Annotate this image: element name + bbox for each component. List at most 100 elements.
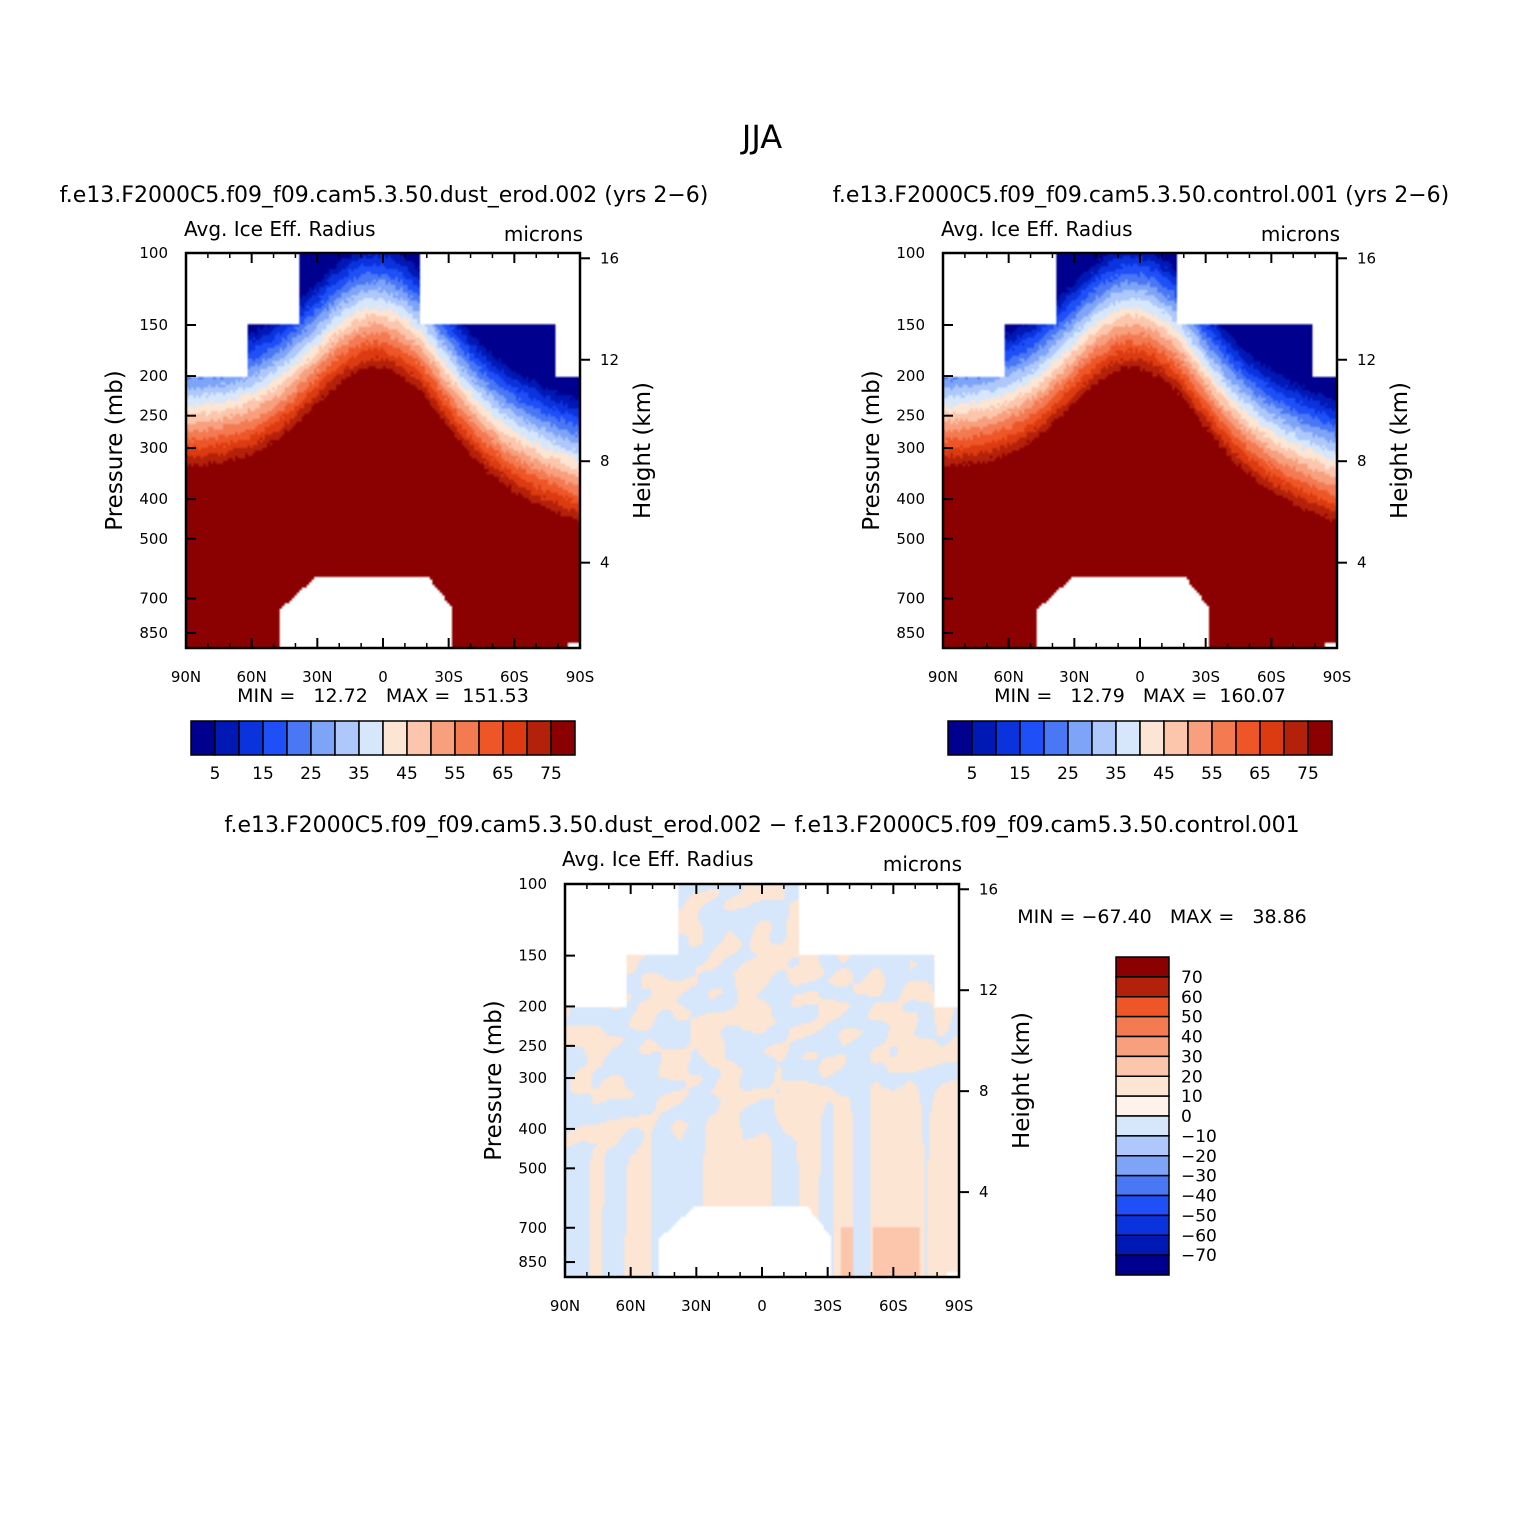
colorbar-box: [1115, 996, 1170, 1018]
colorbar-label: 45: [1153, 764, 1175, 784]
colorbar-box: [1139, 720, 1165, 756]
colorbar-box: [502, 720, 528, 756]
x-tick-label: 30S: [813, 1297, 842, 1315]
colorbar-box: [526, 720, 552, 756]
y-tick-label: 300: [139, 439, 168, 457]
x-tick-label: 60S: [879, 1297, 908, 1315]
colorbar-box: [1259, 720, 1285, 756]
colorbar-label: −10: [1181, 1127, 1217, 1147]
panel-dust: f.e13.F2000C5.f09_f09.cam5.3.50.dust_ero…: [60, 183, 709, 784]
y-tick-label: 250: [896, 407, 925, 425]
x-tick-label: 0: [378, 668, 388, 686]
colorbar-box: [382, 720, 408, 756]
x-tick-label: 30S: [434, 668, 463, 686]
y-tick-label: 150: [139, 316, 168, 334]
y-right-tick-label: 8: [600, 452, 610, 470]
y-right-tick-label: 8: [979, 1082, 989, 1100]
colorbar-box: [1115, 1055, 1170, 1077]
colorbar-box: [1115, 1194, 1170, 1217]
colorbar-box: [1115, 976, 1170, 998]
contour-plot-control: 90N 60N 30N 0 30S 60S 90S 100 150 200 250 300 400 500…: [859, 244, 1413, 686]
colorbar-label: 50: [1181, 1008, 1203, 1028]
colorbar-box: [358, 720, 384, 756]
colorbar-dust: 5 15 25 35 45 55 65 75: [190, 720, 576, 784]
colorbar-label: −30: [1181, 1167, 1217, 1187]
y-tick-label: 200: [518, 997, 547, 1015]
colorbar-box: [1115, 1035, 1170, 1058]
colorbar-box: [1115, 1254, 1170, 1276]
colorbar-box: [1163, 720, 1189, 756]
y-tick-label: 850: [139, 624, 168, 642]
colorbar-box: [1115, 1115, 1170, 1137]
y-tick-label: 250: [518, 1037, 547, 1055]
panel-title: f.e13.F2000C5.f09_f09.cam5.3.50.dust_ero…: [224, 813, 1299, 838]
colorbar-label: 15: [252, 764, 274, 784]
colorbar-label: 35: [348, 764, 370, 784]
y-tick-label: 150: [518, 947, 547, 965]
stats-label: MIN = 12.79 MAX = 160.07: [994, 685, 1286, 707]
contour-field: [565, 884, 959, 1277]
variable-label: Avg. Ice Eff. Radius: [562, 847, 754, 871]
y-right-tick-label: 16: [600, 249, 619, 267]
colorbar-label: 40: [1181, 1028, 1203, 1048]
y-tick-label: 100: [896, 244, 925, 262]
x-tick-label: 60N: [237, 668, 267, 686]
colorbar-box: [1115, 1135, 1170, 1157]
colorbar-control: 5 15 25 35 45 55 65 75: [947, 720, 1333, 784]
x-tick-label: 30N: [1059, 668, 1089, 686]
x-tick-label: 90N: [550, 1297, 580, 1315]
x-tick-label: 30S: [1191, 668, 1220, 686]
x-tick-label: 60N: [994, 668, 1024, 686]
colorbar-box: [310, 720, 336, 756]
colorbar-label: 30: [1181, 1047, 1203, 1067]
variable-label: Avg. Ice Eff. Radius: [184, 217, 376, 241]
panel-control: f.e13.F2000C5.f09_f09.cam5.3.50.control.…: [833, 183, 1449, 784]
y-axis-label: Pressure (mb): [102, 370, 128, 530]
colorbar-label: 45: [396, 764, 418, 784]
units-label: microns: [883, 852, 962, 876]
y-right-tick-label: 4: [1357, 554, 1367, 572]
y-right-tick-label: 8: [1357, 452, 1367, 470]
colorbar-label: 70: [1181, 968, 1203, 988]
x-tick-label: 90S: [1323, 668, 1352, 686]
colorbar-box: [262, 720, 288, 756]
x-tick-label: 90N: [171, 668, 201, 686]
colorbar-label: 60: [1181, 988, 1203, 1008]
colorbar-label: 10: [1181, 1087, 1203, 1107]
colorbar-box: [1067, 720, 1093, 756]
colorbar-box: [286, 720, 312, 756]
colorbar-box: [430, 720, 456, 756]
colorbar-label: 75: [1297, 764, 1319, 784]
units-label: microns: [504, 222, 583, 246]
colorbar-label: 25: [300, 764, 322, 784]
panel-difference: f.e13.F2000C5.f09_f09.cam5.3.50.dust_ero…: [224, 813, 1306, 1315]
x-tick-label: 90S: [566, 668, 595, 686]
colorbar-box: [1043, 720, 1069, 756]
colorbar-box: [334, 720, 360, 756]
colorbar-box: [190, 720, 216, 756]
x-tick-label: 0: [1135, 668, 1145, 686]
colorbar-label: 65: [492, 764, 514, 784]
colorbar-label: 65: [1249, 764, 1271, 784]
colorbar-box: [1115, 956, 1170, 978]
colorbar-label: −60: [1181, 1226, 1217, 1246]
y-axis-label: Pressure (mb): [859, 370, 885, 530]
x-tick-label: 60N: [616, 1297, 646, 1315]
colorbar-box: [971, 720, 997, 756]
y-tick-label: 850: [896, 624, 925, 642]
units-label: microns: [1261, 222, 1340, 246]
y-tick-label: 700: [139, 590, 168, 608]
contour-plot-dust: 90N 60N 30N 0 30S 60S 90S 100 150 200 250 300 400 500…: [102, 244, 656, 686]
y-tick-label: 100: [518, 875, 547, 893]
panel-title: f.e13.F2000C5.f09_f09.cam5.3.50.control.…: [833, 183, 1449, 208]
colorbar-box: [1115, 1214, 1170, 1236]
colorbar-label: 35: [1105, 764, 1127, 784]
y-tick-label: 250: [139, 407, 168, 425]
colorbar-label: −70: [1181, 1246, 1217, 1266]
colorbar-label: 5: [967, 764, 978, 784]
y-right-tick-label: 4: [600, 554, 610, 572]
colorbar-box: [1115, 1155, 1170, 1177]
x-tick-label: 30N: [681, 1297, 711, 1315]
colorbar-label: −20: [1181, 1147, 1217, 1167]
colorbar-box: [947, 720, 973, 756]
